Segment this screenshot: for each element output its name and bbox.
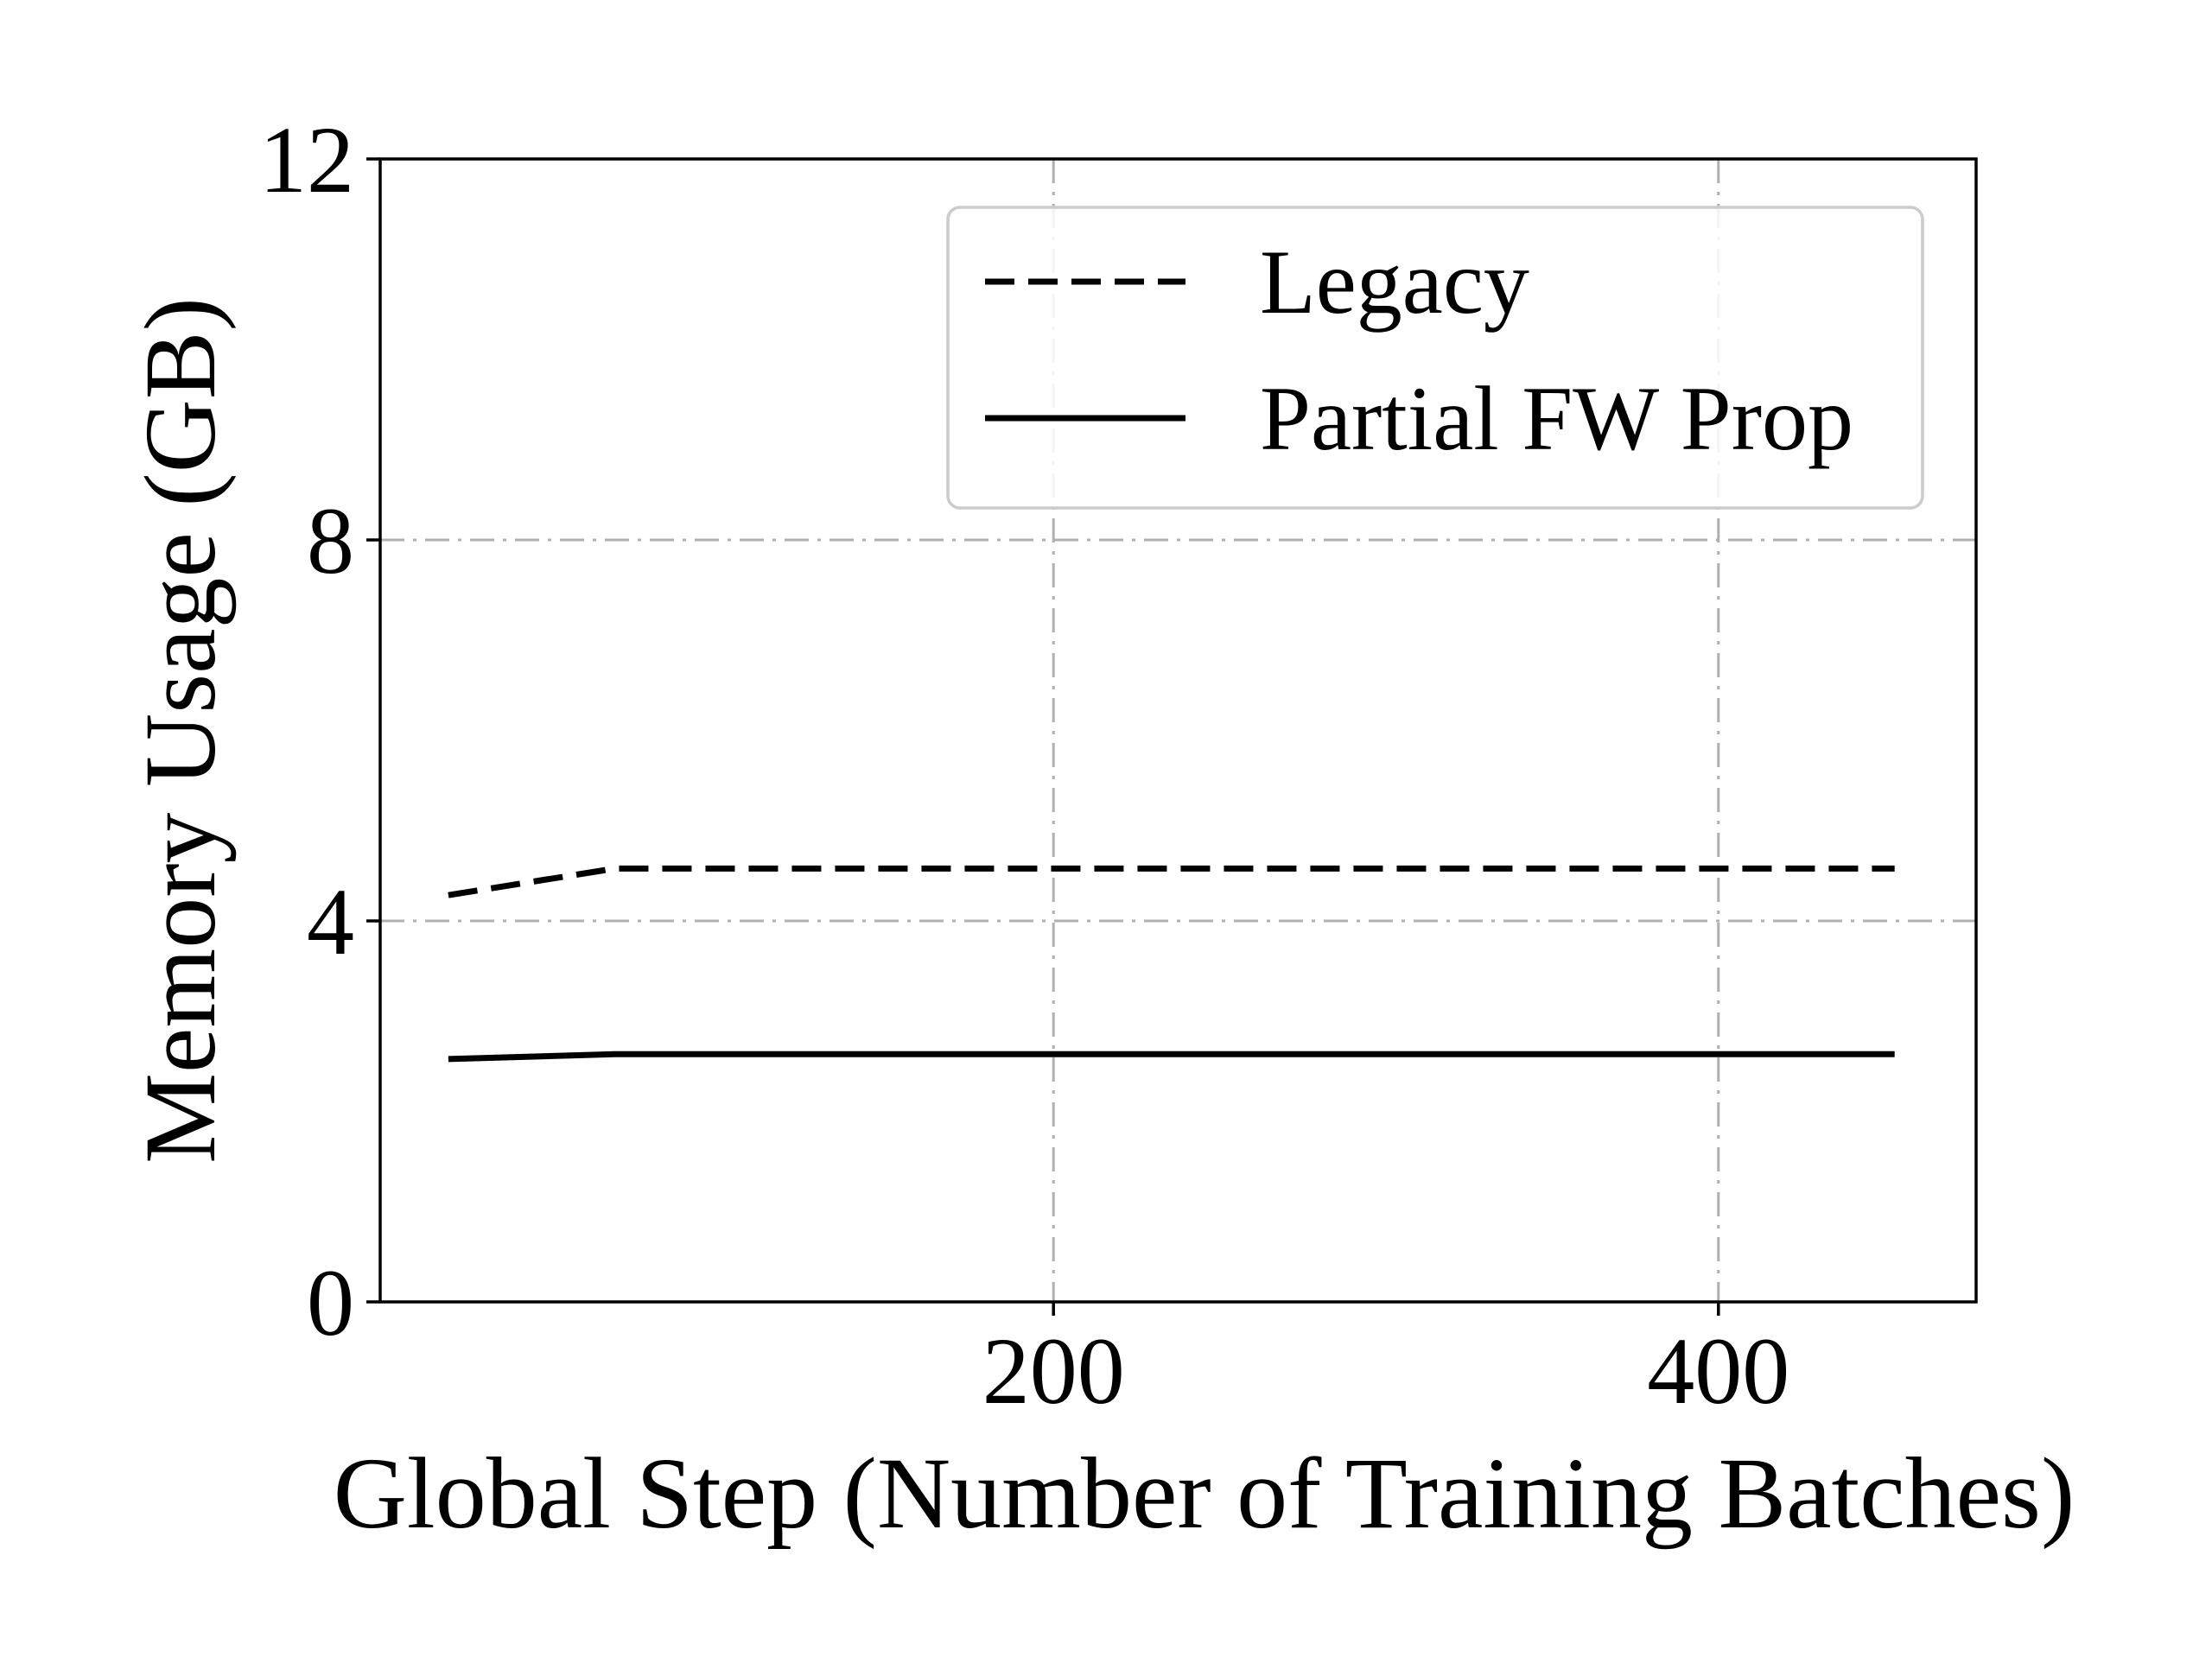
axes	[366, 157, 1978, 1316]
y-axis-title: Memory Usage (GB)	[124, 297, 237, 1164]
series-line-partial-fw-prop	[448, 1050, 1895, 1063]
y-tick-label-4: 4	[307, 869, 354, 974]
y-tick-label-8: 8	[307, 488, 354, 593]
legend-label-legacy: Legacy	[1260, 232, 1529, 333]
legend-box	[946, 206, 1924, 510]
legend: Legacy Partial FW Prop	[946, 206, 1924, 510]
x-tick-label-200: 200	[982, 1318, 1125, 1424]
series-line-legacy	[448, 865, 1895, 898]
y-tick-label-12: 12	[259, 107, 354, 213]
tick-labels: 0 4 8 12 200 400	[259, 107, 1789, 1424]
plot-area	[448, 865, 1895, 1063]
x-axis-title: Global Step (Number of Training Batches)	[334, 1437, 2075, 1550]
x-tick-label-400: 400	[1647, 1318, 1789, 1424]
y-tick-label-0: 0	[307, 1250, 354, 1355]
plot-frame	[378, 157, 1978, 1304]
legend-label-partial-fw-prop: Partial FW Prop	[1260, 368, 1853, 469]
